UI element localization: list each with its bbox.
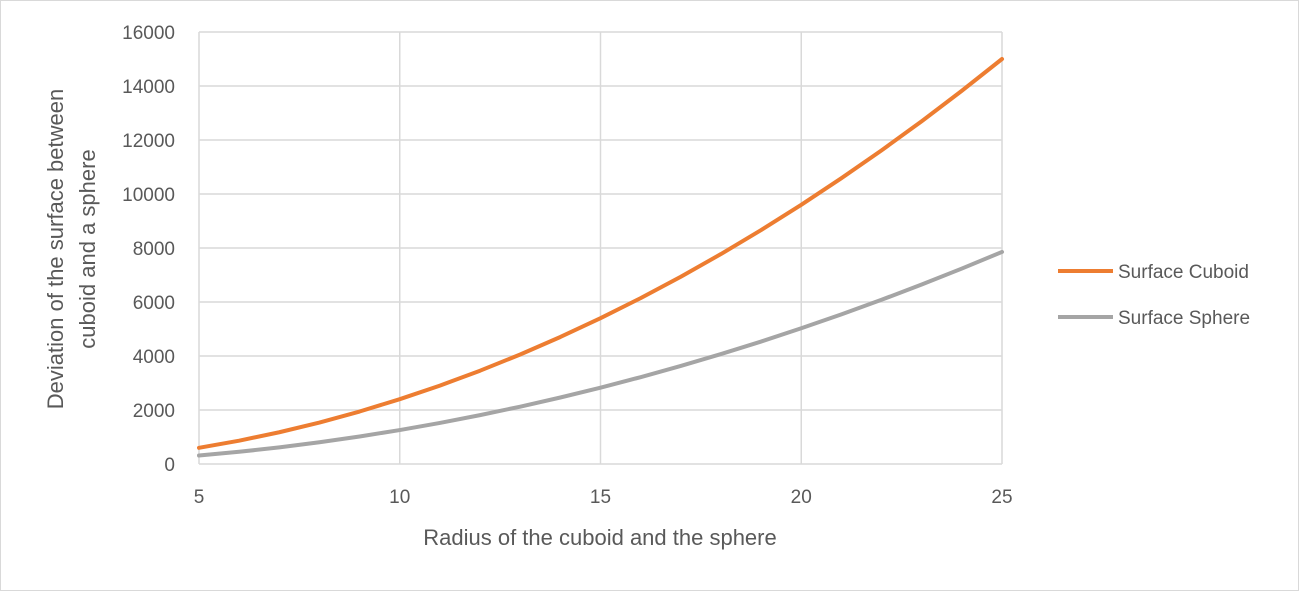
series-line-sphere [197, 249, 1004, 458]
y-tick-label-8000: 8000 [133, 239, 175, 260]
y-tick-label-14000: 14000 [122, 77, 175, 98]
y-axis-title-line-2: cuboid and a sphere [75, 149, 100, 348]
y-tick-label-0: 0 [164, 455, 175, 476]
x-tick-label-15: 15 [590, 487, 611, 508]
y-tick-label-2000: 2000 [133, 401, 175, 422]
series-line-cuboid [197, 57, 1004, 450]
y-axis-title-line-1: Deviation of the surface between [43, 89, 68, 409]
legend: Surface Cuboid Surface Sphere [1058, 262, 1250, 329]
series-lines [197, 57, 1004, 458]
x-tick-label-5: 5 [194, 487, 205, 508]
x-tick-label-10: 10 [389, 487, 410, 508]
legend-label-cuboid: Surface Cuboid [1118, 262, 1249, 283]
y-axis-title: Deviation of the surface between cuboid … [43, 89, 100, 409]
x-tick-label-25: 25 [991, 487, 1012, 508]
x-axis-ticks: 5 10 15 20 25 [194, 487, 1013, 508]
y-tick-label-16000: 16000 [122, 23, 175, 44]
x-tick-label-20: 20 [791, 487, 812, 508]
y-tick-label-4000: 4000 [133, 347, 175, 368]
legend-label-sphere: Surface Sphere [1118, 308, 1250, 329]
x-axis-title: Radius of the cuboid and the sphere [423, 525, 776, 550]
y-tick-label-10000: 10000 [122, 185, 175, 206]
y-axis-ticks: 0 2000 4000 6000 8000 10000 12000 14000 16000 [122, 23, 175, 476]
gridlines [198, 31, 1003, 465]
y-tick-label-12000: 12000 [122, 131, 175, 152]
y-tick-label-6000: 6000 [133, 293, 175, 314]
